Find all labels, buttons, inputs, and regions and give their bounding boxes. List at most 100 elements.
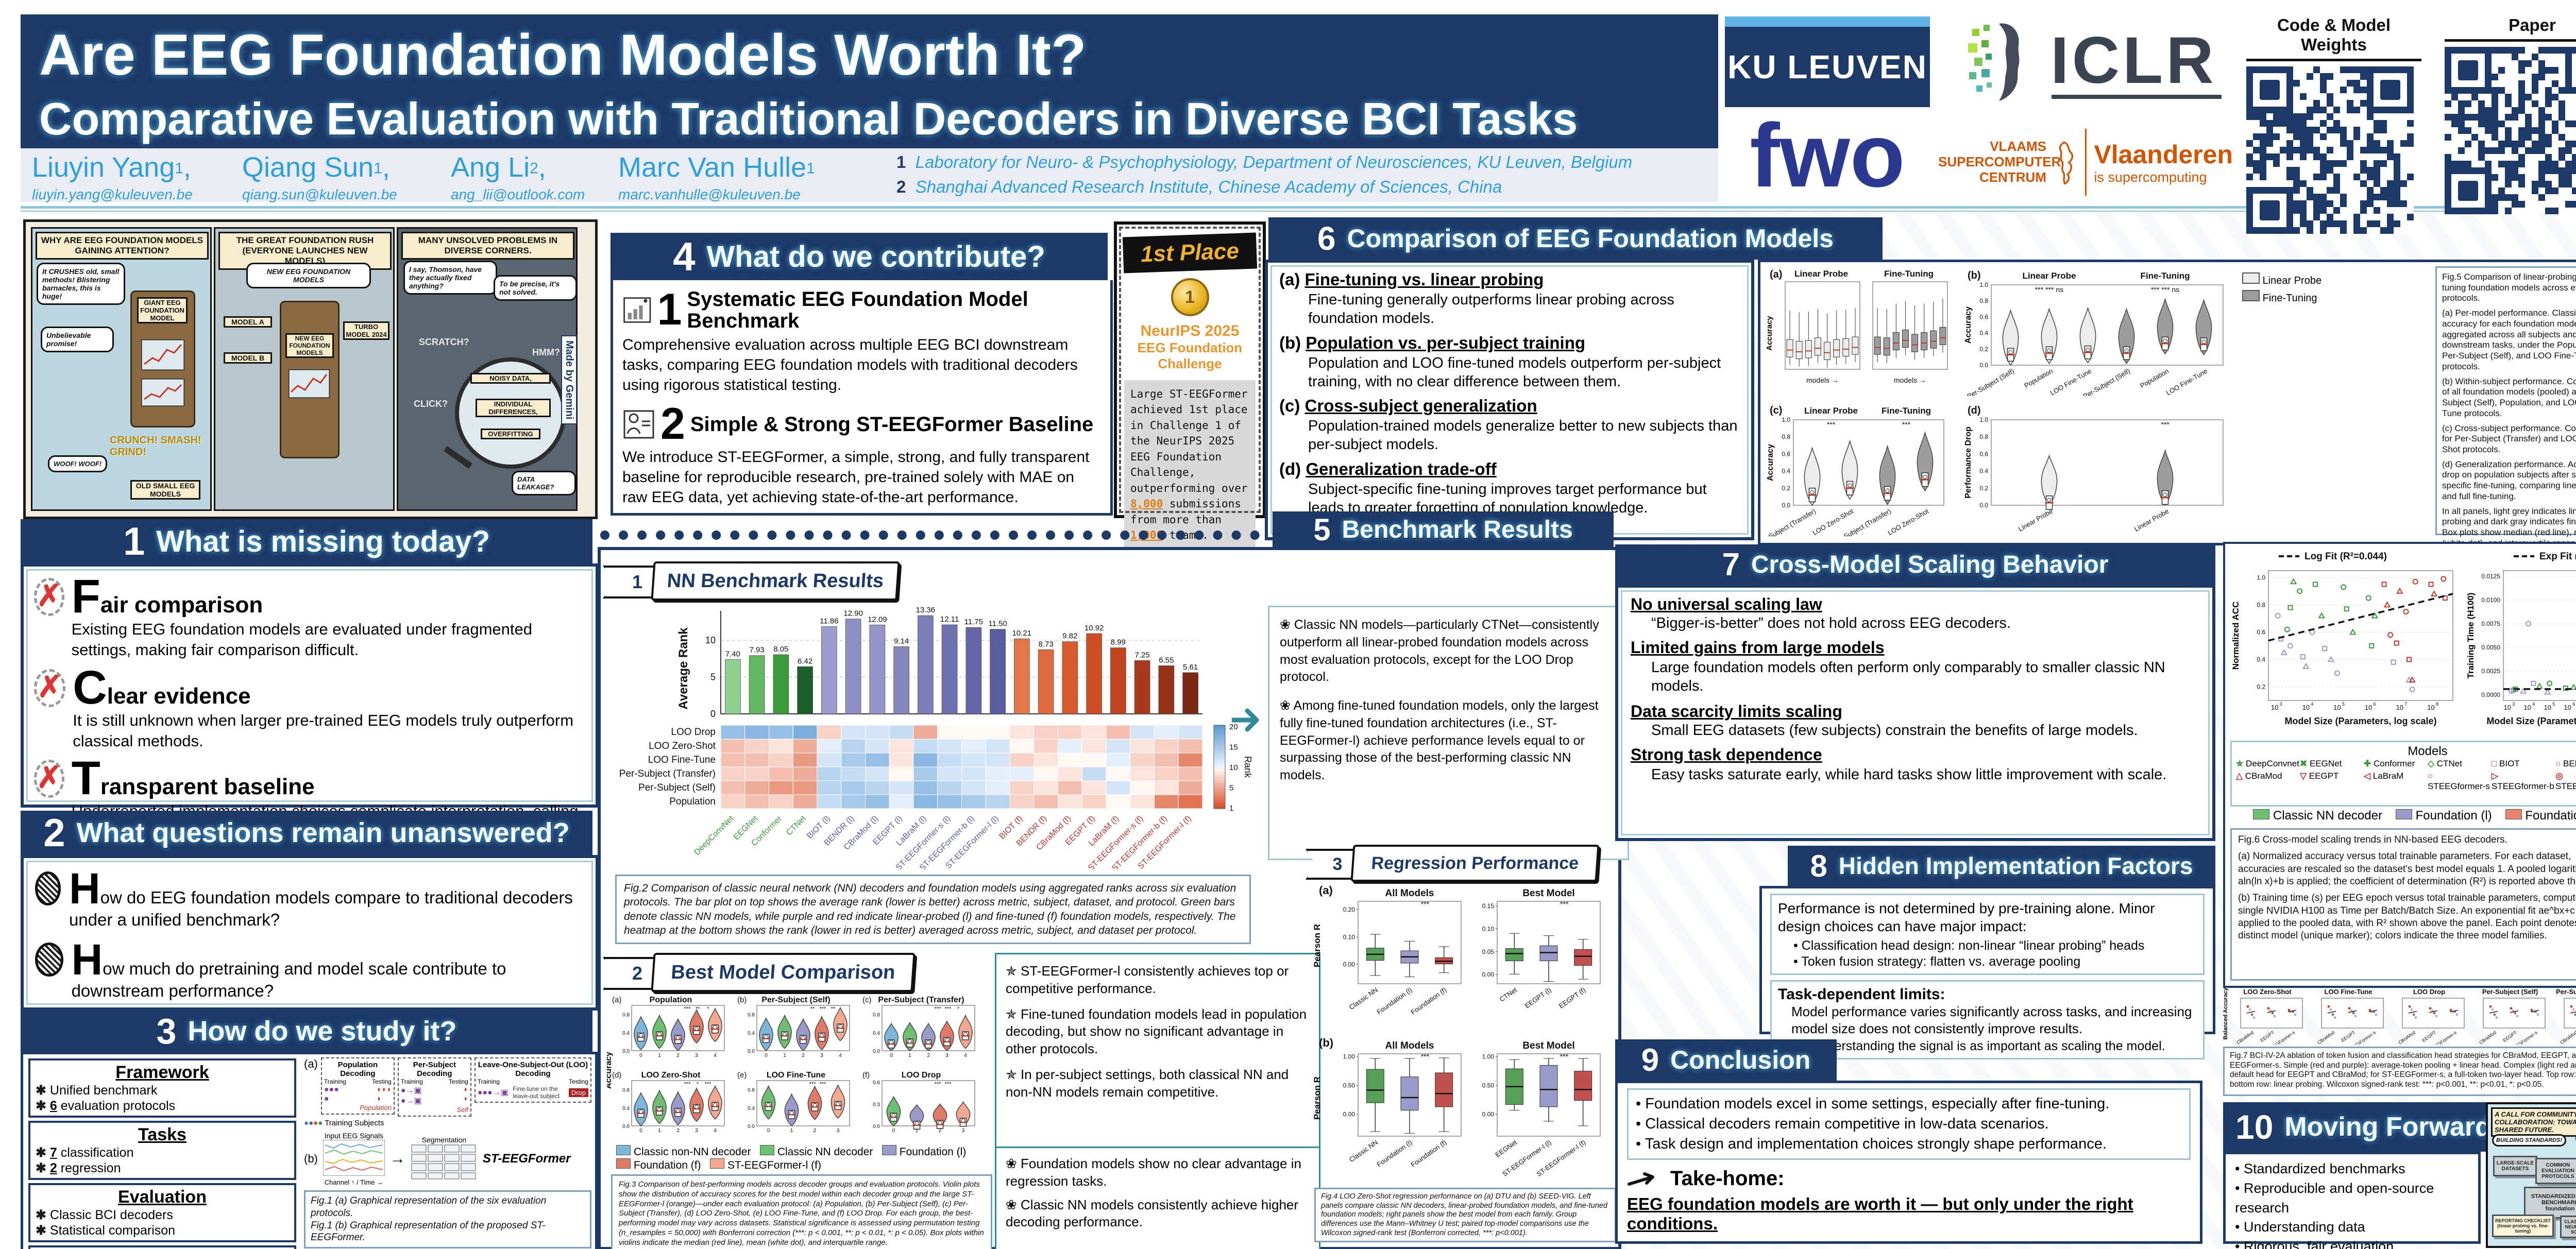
svg-text:(a): (a) [1319, 884, 1333, 897]
poster-title: Are EEG Foundation Models Worth It? [39, 23, 1087, 87]
svg-text:0.4: 0.4 [622, 1106, 630, 1111]
svg-text:0: 0 [639, 1053, 642, 1058]
item-heading: Data scarcity limits scaling [1631, 702, 1842, 721]
contribution-number: 1 [657, 285, 682, 335]
section-7-header: 7 Cross-Model Scaling Behavior [1615, 544, 2215, 585]
models-legend-entries: ✯ DeepConvnet ✖ EEGNet ✚ Conformer ◇ CTNet □… [2236, 759, 2576, 792]
model-legend-entry: ✚ Conformer [2364, 759, 2415, 768]
take-home-row: Take-home: [1627, 1167, 2191, 1190]
section-number: 7 [1722, 546, 1740, 583]
intro-comic-strip: WHY ARE EEG FOUNDATION MODELS GAINING AT… [23, 219, 598, 519]
svg-text:5.61: 5.61 [1183, 663, 1198, 672]
section-9-header: 9 Conclusion [1615, 1039, 1837, 1081]
item-body: Easy tasks saturate early, while hard ta… [1651, 766, 2167, 783]
svg-text:1: 1 [1229, 804, 1233, 813]
svg-text:***: *** [935, 1081, 942, 1087]
svg-text:1: 1 [916, 1128, 919, 1134]
section-8-header: 8 Hidden Implementation Factors [1788, 846, 2215, 886]
svg-text:CTNet: CTNet [785, 814, 808, 837]
x-stamp-icon: ✗ [34, 760, 64, 798]
svg-text:3: 3 [695, 1128, 698, 1134]
svg-text:(f): (f) [862, 1071, 870, 1080]
svg-text:Population: Population [650, 996, 692, 1004]
finding-text: Fine-tuned foundation models lead in pop… [1006, 1006, 1307, 1057]
svg-text:Linear Probe: Linear Probe [2017, 507, 2054, 533]
header-divider-2 [21, 211, 2576, 212]
comic-panel-1: WHY ARE EEG FOUNDATION MODELS GAINING AT… [31, 227, 212, 511]
author-email: liuyin.yang@kuleuven.be [32, 186, 193, 202]
svg-text:0: 0 [639, 1128, 642, 1134]
svg-text:0.4: 0.4 [622, 1031, 630, 1036]
conclusion-text: Foundation models excel in some settings… [1645, 1096, 2110, 1112]
flower-bullet-icon: ❀ [1280, 698, 1294, 713]
svg-text:**: ** [810, 1006, 815, 1012]
svg-text:0.0: 0.0 [1782, 502, 1790, 509]
item-heading: air comparison [100, 592, 263, 618]
svg-text:5: 5 [1229, 784, 1233, 793]
svg-text:4: 4 [839, 1053, 842, 1058]
conclusion-text: Task design and implementation choices s… [1645, 1136, 2107, 1153]
legend-label: ST-EEGFormer-l (f) [727, 1159, 821, 1171]
contribution-body: We introduce ST-EEGFormer, a simple, str… [622, 449, 1090, 506]
svg-text:0.20: 0.20 [1343, 906, 1355, 913]
section-2-body: How do EEG foundation models compare to … [21, 855, 599, 1011]
fig6-area: Log Fit (R²=0.044) 0.2 0.4 0.6 0.8 1.0 10 3 10 4 1… [2223, 542, 2576, 988]
challenge-line: EEG Foundation Challenge [1137, 340, 1243, 371]
family-legend-entry: Classic NN decoder [2253, 809, 2382, 823]
models-legend-title: Models [2408, 744, 2448, 758]
limits-body: Model performance varies significantly a… [1791, 1004, 2192, 1036]
fig5a-panel: (a) Linear Probe models → Fine-Tuning models… [1765, 266, 1956, 396]
author-3: Ang Li2, ang_lii@outlook.com [451, 152, 585, 202]
svg-text:(d): (d) [612, 1071, 621, 1080]
dropcap: T [71, 752, 100, 805]
svg-text:EEGPT: EEGPT [2340, 1030, 2356, 1043]
mag-glass: NOISY DATA, INDIVIDUAL DIFFERENCES, OVER… [455, 357, 566, 469]
svg-text:0.0: 0.0 [622, 1049, 630, 1054]
svg-text:Population: Population [669, 796, 716, 807]
affiliation-2: 2 Shanghai Advanced Research Institute, … [896, 177, 1502, 197]
section-title: Hidden Implementation Factors [1838, 852, 2193, 879]
svg-text:(e): (e) [737, 1071, 747, 1080]
svg-text:0.0: 0.0 [1979, 362, 1988, 369]
svg-text:0: 0 [765, 1053, 768, 1058]
flower-bullet-icon: ❀ [1006, 1196, 1021, 1212]
svg-text:LOO Fine-Tune: LOO Fine-Tune [2165, 367, 2209, 396]
svg-text:*** *** ns: *** *** ns [2035, 285, 2063, 294]
speech-bubble: BUILDING STANDARDS! [2492, 1134, 2567, 1147]
group-item: classification [60, 1145, 134, 1160]
svg-text:(a): (a) [1770, 269, 1782, 280]
svg-text:11.50: 11.50 [988, 620, 1007, 628]
svg-text:0.10: 0.10 [1343, 933, 1355, 940]
svg-text:0.4: 0.4 [873, 1031, 880, 1036]
svg-text:6: 6 [2572, 702, 2575, 707]
eeg-wave-icon [323, 1139, 385, 1176]
item-heading: No universal scaling law [1631, 595, 1822, 613]
author-name: Qiang Sun [242, 152, 374, 183]
comic-label: MODEL B [224, 352, 272, 364]
svg-text:2: 2 [814, 1128, 817, 1134]
svg-text:***: *** [1421, 1052, 1430, 1060]
group-item: evaluation protocols [60, 1099, 176, 1113]
svg-text:Fine-Tuning: Fine-Tuning [2141, 271, 2190, 281]
fig2-rank-figure: 0 5 10 Average Rank 7.40 7.93 8.05 6.42 11.86 12.… [610, 602, 1259, 873]
svg-text:0.00: 0.00 [1482, 1110, 1495, 1118]
model-legend-entry: ○ STEEGformer-s [2428, 771, 2490, 791]
iclr-underline [2052, 95, 2222, 99]
svg-text:***: *** [684, 1006, 691, 1012]
limits-heading: Task-dependent limits: [1778, 986, 1945, 1003]
author-2: Qiang Sun1, qiang.sun@kuleuven.be [242, 152, 397, 202]
svg-text:0.2: 0.2 [2257, 683, 2265, 690]
section-3-body: Framework ✱ Unified benchmark ✱ 6 evalua… [21, 1052, 598, 1249]
author-4: Marc Van Hulle1 marc.vanhulle@kuleuven.b… [618, 151, 815, 203]
group-title: Evaluation [118, 1187, 207, 1207]
section-title: What questions remain unanswered? [76, 817, 570, 848]
comparison-item-b: (b) Population vs. per-subject training … [1279, 333, 1740, 391]
section-title: Benchmark Results [1342, 516, 1573, 543]
legend-label: Classic NN decoder [777, 1146, 873, 1158]
svg-text:***: *** [1827, 420, 1836, 429]
svg-text:All Models: All Models [1385, 1040, 1434, 1051]
family-legend: Classic NN decoder Foundation (l) Founda… [2230, 809, 2576, 823]
author-email: marc.vanhulle@kuleuven.be [618, 186, 801, 202]
flower-bullet-icon: ❀ [1006, 1156, 1021, 1171]
comic-machine: GIANT EEG FOUNDATION MODEL [130, 290, 195, 427]
